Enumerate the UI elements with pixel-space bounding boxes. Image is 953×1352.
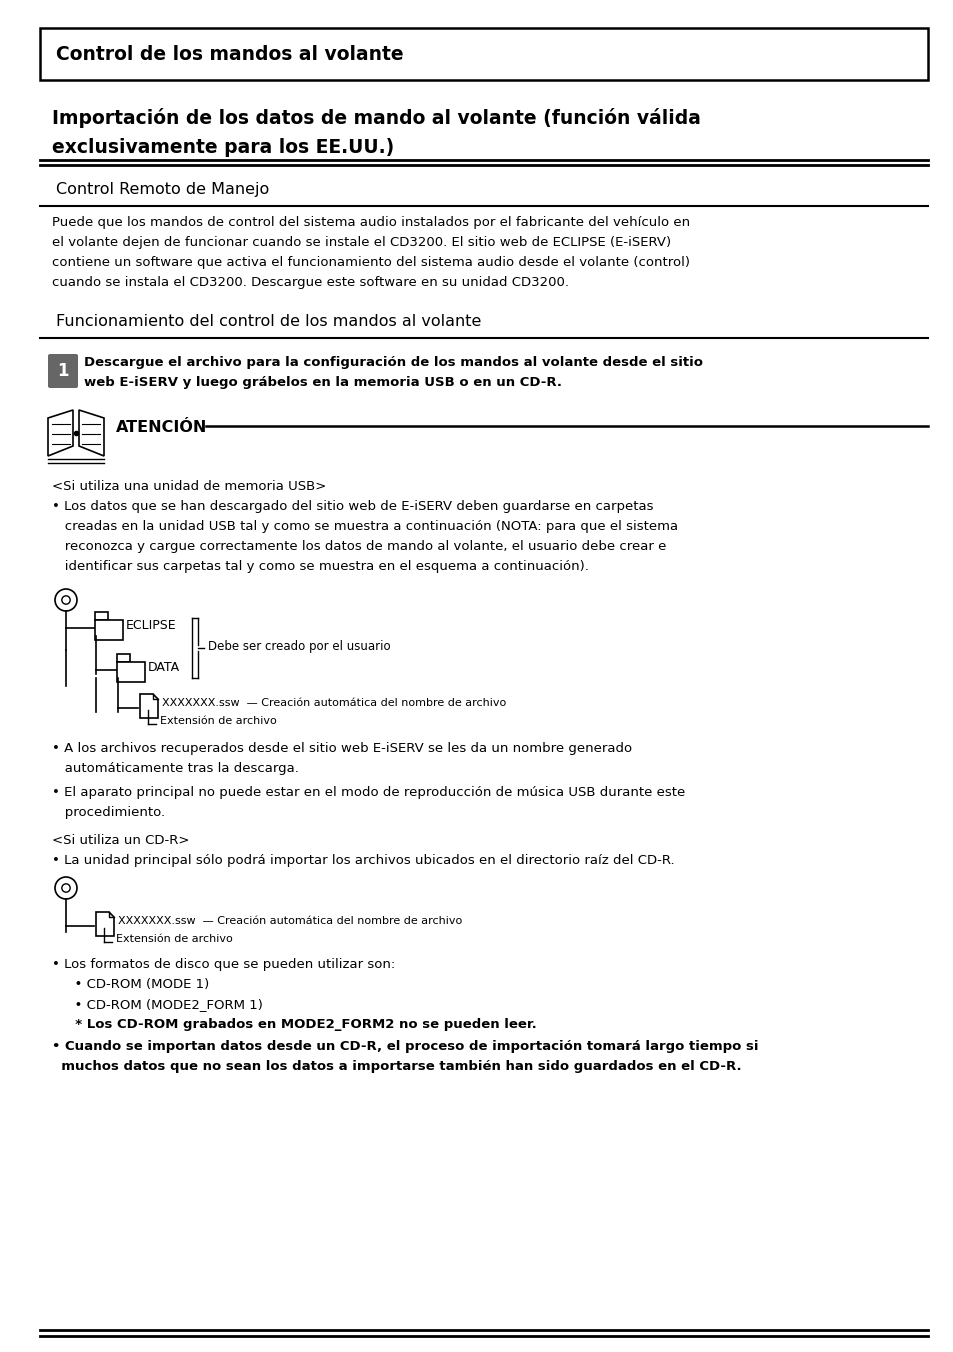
Text: XXXXXXX.ssw  — Creación automática del nombre de archivo: XXXXXXX.ssw — Creación automática del no… (118, 917, 462, 926)
Text: <Si utiliza una unidad de memoria USB>: <Si utiliza una unidad de memoria USB> (52, 480, 326, 493)
FancyBboxPatch shape (95, 621, 123, 639)
Text: automáticamente tras la descarga.: automáticamente tras la descarga. (52, 763, 298, 775)
Text: identificar sus carpetas tal y como se muestra en el esquema a continuación).: identificar sus carpetas tal y como se m… (52, 560, 588, 573)
Text: Debe ser creado por el usuario: Debe ser creado por el usuario (208, 639, 390, 653)
Polygon shape (48, 410, 73, 456)
Text: web E-iSERV y luego grábelos en la memoria USB o en un CD-R.: web E-iSERV y luego grábelos en la memor… (84, 376, 561, 389)
FancyBboxPatch shape (117, 654, 130, 662)
Text: contiene un software que activa el funcionamiento del sistema audio desde el vol: contiene un software que activa el funci… (52, 256, 689, 269)
Text: cuando se instala el CD3200. Descargue este software en su unidad CD3200.: cuando se instala el CD3200. Descargue e… (52, 276, 568, 289)
Polygon shape (79, 410, 104, 456)
FancyBboxPatch shape (117, 662, 145, 681)
Text: reconozca y cargue correctamente los datos de mando al volante, el usuario debe : reconozca y cargue correctamente los dat… (52, 539, 666, 553)
FancyBboxPatch shape (40, 28, 927, 80)
Text: Extensión de archivo: Extensión de archivo (116, 934, 233, 944)
Text: ATENCIÓN: ATENCIÓN (116, 420, 207, 435)
Polygon shape (96, 913, 113, 936)
Text: Descargue el archivo para la configuración de los mandos al volante desde el sit: Descargue el archivo para la configuraci… (84, 356, 702, 369)
Text: 1: 1 (57, 362, 69, 380)
Text: creadas en la unidad USB tal y como se muestra a continuación (NOTA: para que el: creadas en la unidad USB tal y como se m… (52, 521, 678, 533)
Text: • La unidad principal sólo podrá importar los archivos ubicados en el directorio: • La unidad principal sólo podrá importa… (52, 854, 674, 867)
Text: XXXXXXX.ssw  — Creación automática del nombre de archivo: XXXXXXX.ssw — Creación automática del no… (162, 698, 506, 708)
Text: • CD-ROM (MODE2_FORM 1): • CD-ROM (MODE2_FORM 1) (66, 998, 263, 1011)
Text: Control de los mandos al volante: Control de los mandos al volante (56, 45, 403, 64)
Text: • El aparato principal no puede estar en el modo de reproducción de música USB d: • El aparato principal no puede estar en… (52, 786, 684, 799)
Text: • CD-ROM (MODE 1): • CD-ROM (MODE 1) (66, 977, 209, 991)
FancyBboxPatch shape (95, 612, 108, 621)
Text: Puede que los mandos de control del sistema audio instalados por el fabricante d: Puede que los mandos de control del sist… (52, 216, 689, 228)
Text: ECLIPSE: ECLIPSE (126, 619, 176, 631)
Text: Extensión de archivo: Extensión de archivo (160, 717, 276, 726)
Text: exclusivamente para los EE.UU.): exclusivamente para los EE.UU.) (52, 138, 394, 157)
Text: Funcionamiento del control de los mandos al volante: Funcionamiento del control de los mandos… (56, 314, 481, 329)
Text: • Los formatos de disco que se pueden utilizar son:: • Los formatos de disco que se pueden ut… (52, 959, 395, 971)
Text: muchos datos que no sean los datos a importarse también han sido guardados en el: muchos datos que no sean los datos a imp… (52, 1060, 740, 1073)
Text: DATA: DATA (148, 661, 180, 675)
Text: <Si utiliza un CD-R>: <Si utiliza un CD-R> (52, 834, 190, 846)
Text: Control Remoto de Manejo: Control Remoto de Manejo (56, 183, 269, 197)
Text: el volante dejen de funcionar cuando se instale el CD3200. El sitio web de ECLIP: el volante dejen de funcionar cuando se … (52, 237, 670, 249)
Polygon shape (140, 694, 158, 718)
Text: * Los CD-ROM grabados en MODE2_FORM2 no se pueden leer.: * Los CD-ROM grabados en MODE2_FORM2 no … (66, 1018, 537, 1032)
Text: procedimiento.: procedimiento. (52, 806, 165, 819)
Text: • Cuando se importan datos desde un CD-R, el proceso de importación tomará largo: • Cuando se importan datos desde un CD-R… (52, 1040, 758, 1053)
Text: Importación de los datos de mando al volante (función válida: Importación de los datos de mando al vol… (52, 108, 700, 128)
Text: • A los archivos recuperados desde el sitio web E-iSERV se les da un nombre gene: • A los archivos recuperados desde el si… (52, 742, 632, 754)
FancyBboxPatch shape (48, 354, 78, 388)
Text: • Los datos que se han descargado del sitio web de E-iSERV deben guardarse en ca: • Los datos que se han descargado del si… (52, 500, 653, 512)
